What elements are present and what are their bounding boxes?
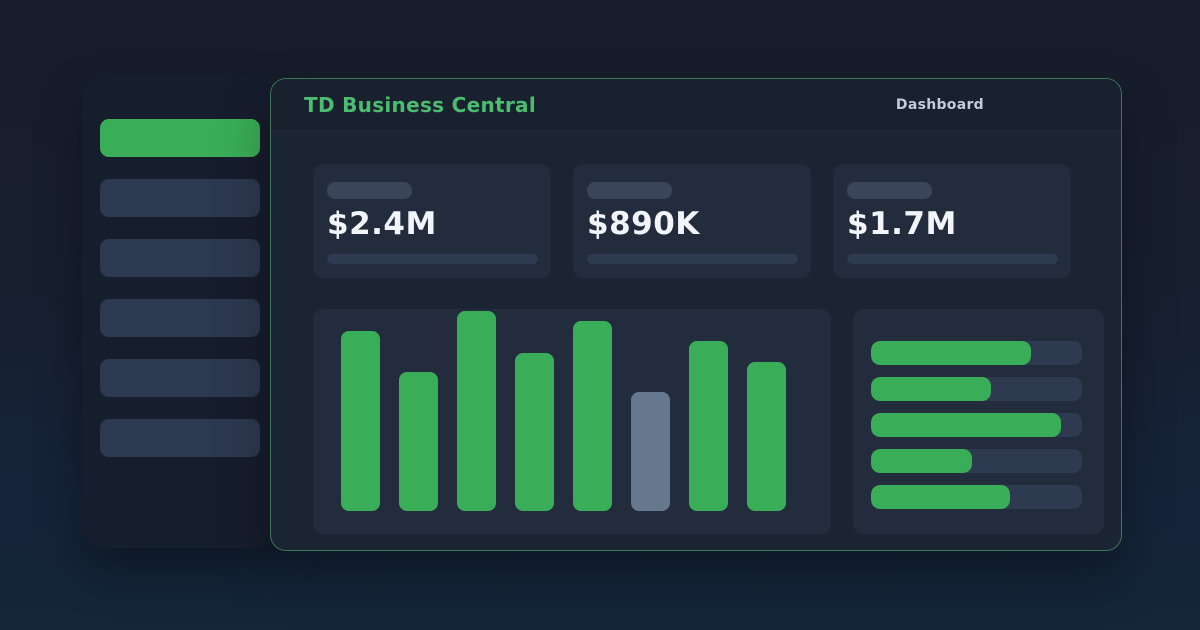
main-panel: TD Business Central Dashboard $2.4M $890K… [270, 78, 1122, 551]
kpi-card-3: $1.7M [833, 164, 1071, 278]
chart-bar-6 [631, 392, 670, 511]
kpi-trend-placeholder [327, 253, 538, 264]
sidebar-item-2[interactable] [100, 179, 260, 217]
progress-track-2 [871, 377, 1082, 401]
progress-fill-4 [871, 449, 973, 473]
kpi-card-2: $890K [573, 164, 811, 278]
progress-fill-5 [871, 485, 1011, 509]
progress-track-4 [871, 449, 1082, 473]
sidebar-item-4[interactable] [100, 299, 260, 337]
chart-bar-8 [747, 362, 786, 511]
chart-bar-3 [457, 311, 496, 511]
app-title: TD Business Central [304, 92, 536, 117]
kpi-row: $2.4M $890K $1.7M [313, 164, 1079, 278]
kpi-label-placeholder [327, 182, 412, 199]
sidebar-item-1-active[interactable] [100, 119, 260, 157]
app-header: TD Business Central Dashboard [271, 79, 1121, 131]
progress-track-3 [871, 413, 1082, 437]
nav-dashboard-link[interactable]: Dashboard [895, 96, 984, 113]
progress-fill-3 [871, 413, 1061, 437]
bar-chart-panel [313, 309, 831, 534]
kpi-card-1: $2.4M [313, 164, 551, 278]
progress-track-1 [871, 341, 1082, 365]
kpi-value: $1.7M [847, 206, 957, 242]
progress-track-5 [871, 485, 1082, 509]
kpi-label-placeholder [847, 182, 932, 199]
progress-panel [853, 309, 1104, 534]
sidebar-item-5[interactable] [100, 359, 260, 397]
sidebar-item-6[interactable] [100, 419, 260, 457]
sidebar [82, 75, 278, 548]
kpi-label-placeholder [587, 182, 672, 199]
kpi-trend-placeholder [587, 253, 798, 264]
chart-bar-5 [573, 321, 612, 511]
progress-fill-2 [871, 377, 992, 401]
panel-body: $2.4M $890K $1.7M [271, 131, 1121, 534]
sidebar-item-3[interactable] [100, 239, 260, 277]
kpi-value: $890K [587, 206, 700, 242]
chart-bar-4 [515, 353, 554, 511]
kpi-trend-placeholder [847, 253, 1058, 264]
kpi-value: $2.4M [327, 206, 437, 242]
charts-row [313, 309, 1104, 534]
progress-fill-1 [871, 341, 1032, 365]
chart-bar-1 [341, 331, 380, 511]
chart-bar-2 [399, 372, 438, 511]
chart-bar-7 [689, 341, 728, 511]
bar-chart [341, 309, 803, 511]
